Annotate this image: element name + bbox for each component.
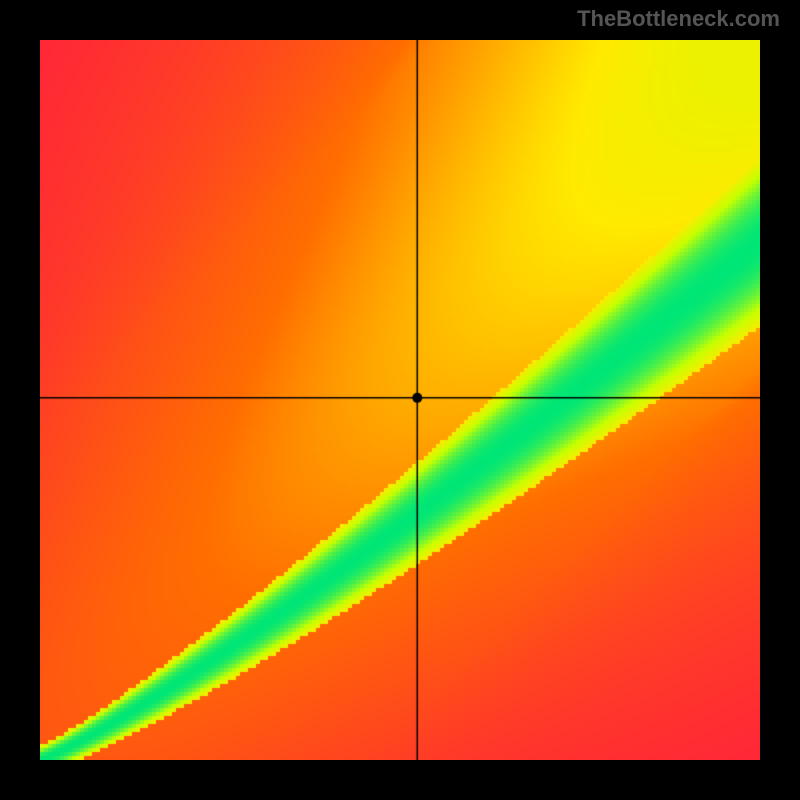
chart-container: TheBottleneck.com: [0, 0, 800, 800]
heatmap-canvas: [40, 40, 760, 760]
watermark-text: TheBottleneck.com: [577, 6, 780, 32]
